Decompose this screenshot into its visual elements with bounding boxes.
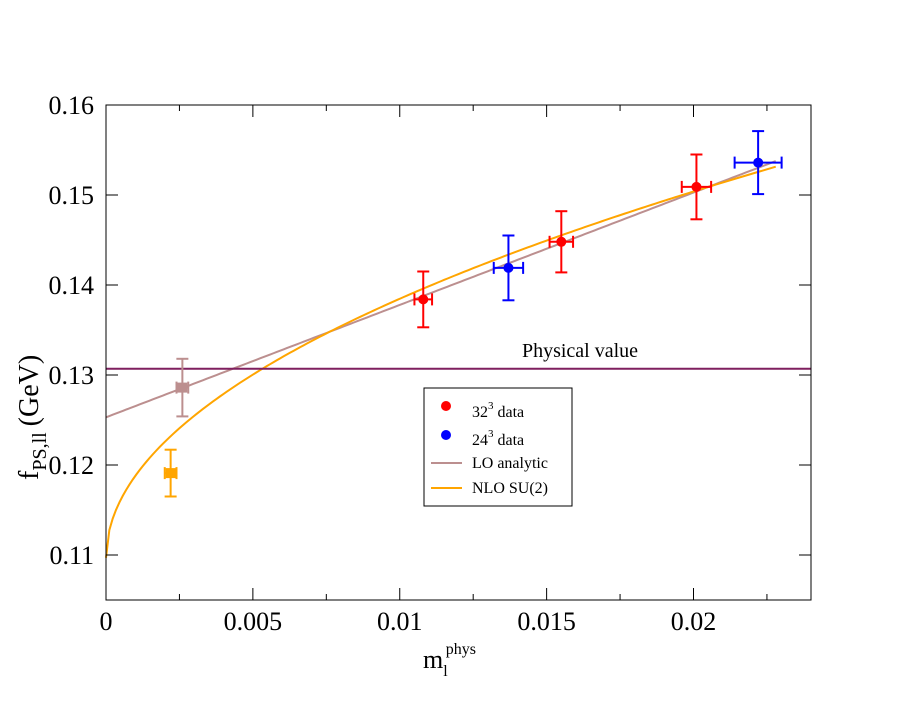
- data-point-marker: [556, 236, 567, 247]
- y-axis-label: fPS,ll (GeV): [14, 355, 51, 480]
- data-points: [163, 130, 783, 498]
- y-axis-label-sub: PS,ll: [29, 432, 51, 471]
- fit-curve-linear: [105, 160, 777, 419]
- data-point-marker: [503, 262, 514, 273]
- legend-label-32-data: 323 data: [472, 400, 524, 421]
- data-point: [733, 130, 783, 196]
- data-point: [680, 153, 713, 221]
- x-tick-label: 0.015: [517, 607, 576, 636]
- extrapolated-point-marker: [165, 468, 176, 479]
- y-tick-label: 0.16: [49, 91, 95, 120]
- x-axis-label-sub: l: [443, 663, 448, 680]
- data-point: [413, 270, 434, 329]
- legend-marker-32-data: [441, 401, 451, 411]
- extrapolated-point-marker: [177, 382, 188, 393]
- legend-label-lo: LO analytic: [472, 455, 548, 472]
- legend-marker-24-data: [441, 430, 451, 440]
- legend-24-base: 24: [472, 432, 488, 449]
- y-tick-label: 0.15: [49, 181, 95, 210]
- y-tick-label: 0.14: [49, 271, 95, 300]
- legend-32-sup: 3: [488, 400, 494, 412]
- data-point: [492, 234, 525, 302]
- reference-line-label: Physical value: [522, 340, 638, 362]
- y-axis-label-unit: (GeV): [14, 355, 45, 427]
- y-tick-label: 0.12: [49, 451, 95, 480]
- y-axis-label-base: f: [14, 470, 45, 480]
- legend-label-24-data: 243 data: [472, 428, 524, 449]
- fit-curve-sqrt: [105, 165, 777, 558]
- fit-curves: [105, 160, 777, 558]
- x-tick-label: 0: [100, 607, 113, 636]
- y-tick-label: 0.13: [49, 361, 95, 390]
- extrapolated-point: [175, 357, 190, 418]
- axis-ticks: 0 0.005 0.01 0.015 0.02 0.11 0.12 0.13 0.14 0.15 0…: [49, 91, 811, 636]
- data-point-marker: [753, 157, 764, 168]
- extrapolated-point: [163, 448, 178, 498]
- data-point-marker: [691, 181, 702, 192]
- x-tick-label: 0.01: [377, 607, 423, 636]
- plot-frame: [105, 104, 812, 601]
- data-point: [548, 210, 575, 274]
- data-point-marker: [418, 294, 429, 305]
- legend-32-base: 32: [472, 404, 488, 421]
- x-axis-label: ml phys: [423, 641, 476, 680]
- x-axis-label-sup: phys: [446, 641, 476, 658]
- legend-24-rest: data: [494, 432, 525, 449]
- x-axis-label-base: m: [423, 645, 443, 674]
- legend-label-nlo: NLO SU(2): [472, 480, 548, 497]
- legend-32-rest: data: [494, 404, 525, 421]
- y-tick-label: 0.11: [49, 541, 94, 570]
- legend-24-sup: 3: [488, 428, 494, 440]
- x-tick-label: 0.005: [224, 607, 283, 636]
- legend: 323 data 243 data LO analytic NLO SU(2): [423, 387, 573, 507]
- x-tick-label: 0.02: [671, 607, 717, 636]
